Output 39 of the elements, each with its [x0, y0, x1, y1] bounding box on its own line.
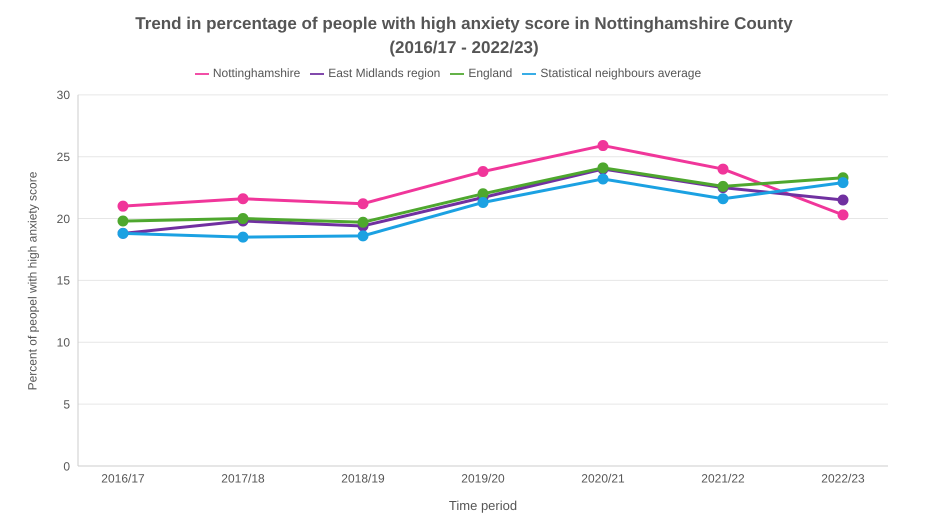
point [238, 193, 248, 204]
x-tick-label: 2017/18 [221, 472, 266, 486]
point [118, 216, 128, 227]
y-tick-label: 30 [56, 88, 70, 102]
point [478, 166, 488, 178]
point [838, 209, 848, 220]
point [118, 200, 128, 212]
legend-label: Statistical neighbours average [540, 66, 702, 80]
point [358, 198, 368, 210]
point [838, 177, 848, 188]
point [238, 232, 248, 243]
point [358, 230, 368, 242]
y-tick-label: 0 [63, 459, 70, 474]
x-tick-label: 2020/21 [581, 472, 626, 486]
y-tick-label: 10 [56, 336, 70, 350]
legend-label: Nottinghamshire [212, 66, 300, 80]
x-tick-label: 2021/22 [701, 472, 746, 486]
point [598, 140, 608, 152]
point [838, 194, 848, 206]
x-axis-title: Time period [448, 498, 518, 513]
y-axis-title: Percent of peopel with high anxiety score [25, 171, 40, 390]
point [718, 164, 728, 175]
point [478, 188, 488, 200]
x-tick-label: 2022/23 [821, 472, 866, 486]
y-tick-label: 25 [56, 150, 70, 164]
legend-label: England [468, 66, 512, 80]
y-tick-label: 5 [63, 397, 70, 412]
y-tick-label: 20 [56, 212, 70, 226]
point [238, 213, 248, 224]
point [718, 193, 728, 204]
x-tick-label: 2018/19 [341, 472, 386, 486]
legend-label: East Midlands region [328, 66, 440, 80]
point [358, 216, 368, 228]
y-tick-label: 15 [56, 274, 70, 288]
point [478, 196, 488, 208]
chart-title: Trend in percentage of people with high anxiety score in Nottinghamshire County (2016/17 - 2022/23) [134, 13, 794, 59]
point [598, 173, 608, 184]
x-tick-label: 2016/17 [101, 472, 146, 486]
x-tick-label: 2019/20 [461, 472, 506, 486]
